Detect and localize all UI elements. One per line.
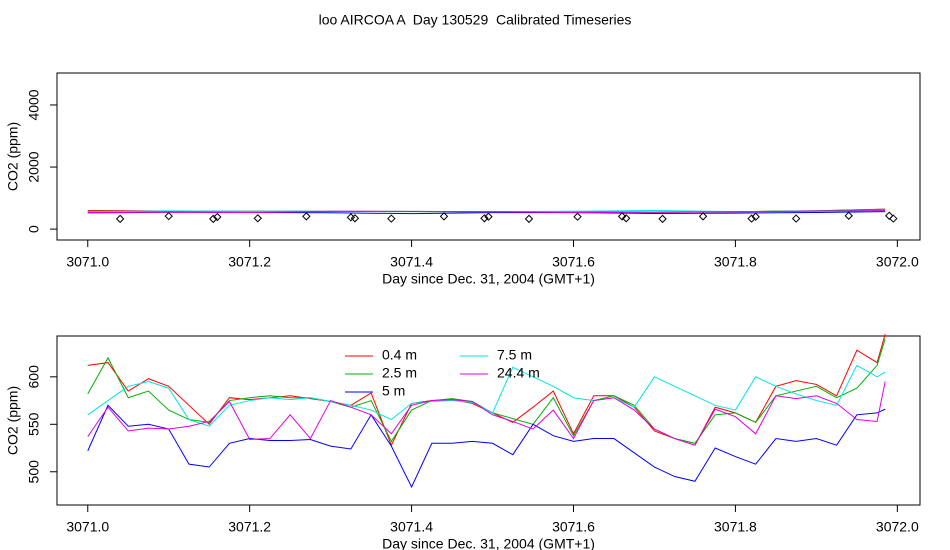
y-axis-label: CO2 (ppm): [5, 386, 21, 455]
y-tick-label: 500: [26, 460, 42, 484]
x-axis-label: Day since Dec. 31, 2004 (GMT+1): [382, 271, 595, 287]
data-point: [439, 212, 449, 221]
x-tick-label: 3071.0: [66, 519, 109, 535]
legend-label: 0.4 m: [382, 347, 417, 363]
data-point: [747, 214, 756, 223]
data-point: [621, 214, 631, 223]
data-point: [350, 214, 360, 223]
plot-frame: [56, 335, 921, 506]
legend-label: 7.5 m: [497, 347, 532, 363]
data-point: [844, 211, 853, 220]
chart-title: loo AIRCOA A Day 130529 Calibrated Times…: [319, 12, 632, 28]
data-point: [484, 212, 493, 221]
data-point: [658, 214, 667, 224]
y-tick-label: 4000: [26, 89, 42, 120]
legend-label: 5 m: [382, 383, 405, 399]
data-point: [387, 214, 396, 223]
x-tick-label: 3071.8: [714, 254, 757, 270]
data-point: [164, 211, 173, 221]
data-point: [209, 214, 218, 224]
y-tick-label: 550: [26, 412, 42, 436]
x-tick-label: 3071.4: [390, 254, 433, 270]
data-point: [617, 212, 627, 221]
data-point: [885, 211, 894, 220]
data-point: [115, 214, 125, 224]
x-tick-label: 3071.0: [66, 254, 109, 270]
series-line: [87, 210, 886, 214]
x-tick-label: 3071.8: [714, 519, 757, 535]
data-point: [302, 212, 311, 221]
y-tick-label: 600: [26, 365, 42, 389]
data-point: [751, 212, 760, 221]
series-line: [87, 381, 886, 446]
legend-label: 2.5 m: [382, 365, 417, 381]
series-line: [87, 364, 886, 427]
x-tick-label: 3071.6: [552, 254, 595, 270]
x-tick-label: 3071.2: [228, 254, 271, 270]
y-tick-label: 0: [26, 225, 42, 233]
data-point: [573, 212, 582, 221]
y-tick-label: 2000: [26, 151, 42, 182]
data-point: [524, 214, 534, 224]
plot-frame: [56, 72, 921, 241]
y-axis-label: CO2 (ppm): [5, 122, 21, 191]
data-point: [480, 214, 489, 223]
x-tick-label: 3071.6: [552, 519, 595, 535]
x-tick-label: 3072.0: [876, 254, 919, 270]
x-tick-label: 3071.2: [228, 519, 271, 535]
data-point: [253, 214, 262, 223]
legend-label: 24.4 m: [497, 365, 540, 381]
data-point: [889, 214, 898, 223]
x-tick-label: 3071.4: [390, 519, 433, 535]
x-axis-label: Day since Dec. 31, 2004 (GMT+1): [382, 536, 595, 550]
data-point: [213, 212, 222, 222]
series-line: [87, 404, 886, 489]
data-point: [698, 212, 708, 221]
data-point: [791, 214, 801, 223]
x-tick-label: 3072.0: [876, 519, 919, 535]
